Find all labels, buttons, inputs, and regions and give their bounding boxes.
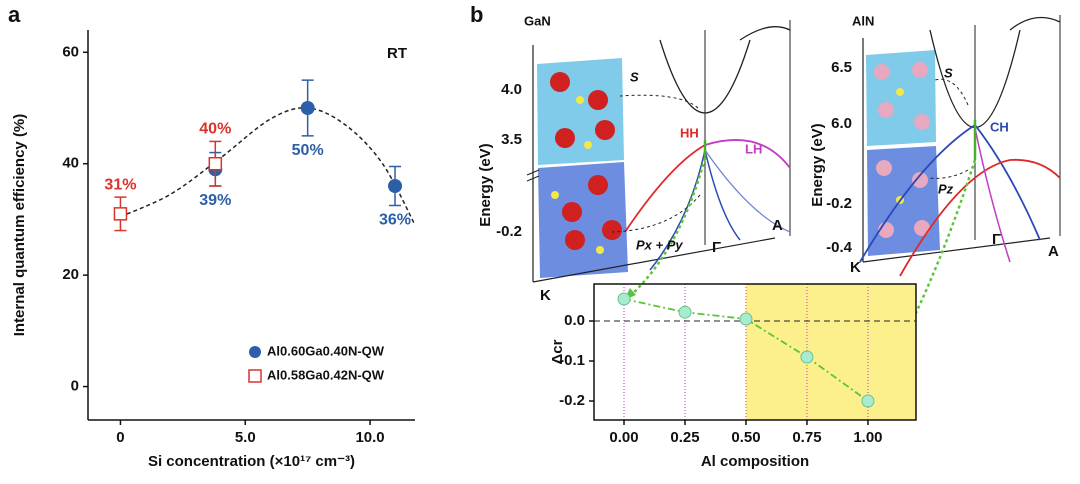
material-label: AlN <box>852 13 874 28</box>
energy-axis-label: Energy (eV) <box>477 143 494 226</box>
data-point <box>678 305 692 319</box>
orbital-label: Pz <box>938 181 954 196</box>
state-label: S <box>630 69 639 84</box>
data-point <box>617 292 631 306</box>
data-point <box>113 207 128 221</box>
value-label: 40% <box>199 121 231 138</box>
plot-frame <box>593 283 917 421</box>
data-point <box>861 394 875 408</box>
y-tick-label: 0.0 <box>564 312 585 329</box>
band-diagram-gan <box>526 20 791 300</box>
state-label: S <box>944 65 953 80</box>
y-tick-label: -0.2 <box>559 392 585 409</box>
annotation: RT <box>387 45 407 62</box>
orbital-label: Px + Py <box>636 237 683 252</box>
material-label: GaN <box>524 13 551 28</box>
y-axis-label: Internal quantum efficiency (%) <box>11 114 28 337</box>
k-point: A <box>1048 243 1059 260</box>
k-point: A <box>772 217 783 234</box>
panel-label: a <box>8 2 21 27</box>
x-tick-label: 0.50 <box>731 429 760 446</box>
orbital-image <box>537 58 624 165</box>
x-tick-label: 0.25 <box>670 429 699 446</box>
data-point <box>800 350 814 364</box>
data-point <box>739 312 753 326</box>
value-label: 50% <box>292 142 324 159</box>
chart: 0 20 40 60 0 5.0 10.0 Internal quantum efficien… <box>11 30 416 470</box>
y-tick-label: 20 <box>62 266 79 283</box>
energy-tick: 6.0 <box>831 115 852 132</box>
orbital-image <box>538 162 628 278</box>
value-label: 36% <box>379 212 411 229</box>
value-label: 39% <box>199 192 231 209</box>
x-axis-label: Al composition <box>701 453 809 470</box>
x-tick-label: 1.00 <box>853 429 882 446</box>
value-label: 31% <box>104 176 136 193</box>
shaded-region <box>745 284 916 420</box>
chart: 0.0 -0.1 -0.2 0.00 0.25 0.50 0.75 1.00 Δcr Al com… <box>549 283 917 470</box>
band-label: CH <box>990 119 1009 134</box>
y-tick-label: 40 <box>62 155 79 172</box>
energy-axis-label: Energy (eV) <box>809 123 826 206</box>
x-tick-label: 10.0 <box>355 429 384 446</box>
y-tick-label: 60 <box>62 43 79 60</box>
energy-tick: -0.2 <box>826 195 852 212</box>
y-axis-label: Δcr <box>549 339 566 364</box>
k-point: K <box>850 259 861 276</box>
legend-marker <box>249 346 261 358</box>
energy-tick: 6.5 <box>831 59 852 76</box>
band-diagram-aln <box>859 15 1061 402</box>
legend-label: Al0.58Ga0.42N-QW <box>267 367 385 382</box>
y-tick-label: 0 <box>71 378 79 395</box>
fit-curve <box>120 107 416 226</box>
energy-tick: -0.2 <box>496 223 522 240</box>
energy-tick: -0.4 <box>826 239 853 256</box>
x-tick-label: 0.00 <box>609 429 638 446</box>
x-tick-label: 0 <box>116 429 124 446</box>
x-tick-label: 0.75 <box>792 429 821 446</box>
k-point: Γ <box>712 239 721 256</box>
energy-tick: 4.0 <box>501 81 522 98</box>
x-axis-label: Si concentration (×10¹⁷ cm⁻³) <box>148 453 355 470</box>
data-point <box>388 179 403 193</box>
band-label: HH <box>680 125 699 140</box>
y-tick-label: -0.1 <box>559 352 585 369</box>
band-label: LH <box>745 141 762 156</box>
panel-label: b <box>470 2 483 27</box>
energy-tick: 3.5 <box>501 131 522 148</box>
k-point: Γ <box>992 231 1001 248</box>
x-tick-label: 5.0 <box>235 429 256 446</box>
legend-marker <box>248 369 262 383</box>
k-point: K <box>540 287 551 304</box>
legend-label: Al0.60Ga0.40N-QW <box>267 343 385 358</box>
data-point <box>300 101 315 115</box>
data-point <box>208 156 223 171</box>
